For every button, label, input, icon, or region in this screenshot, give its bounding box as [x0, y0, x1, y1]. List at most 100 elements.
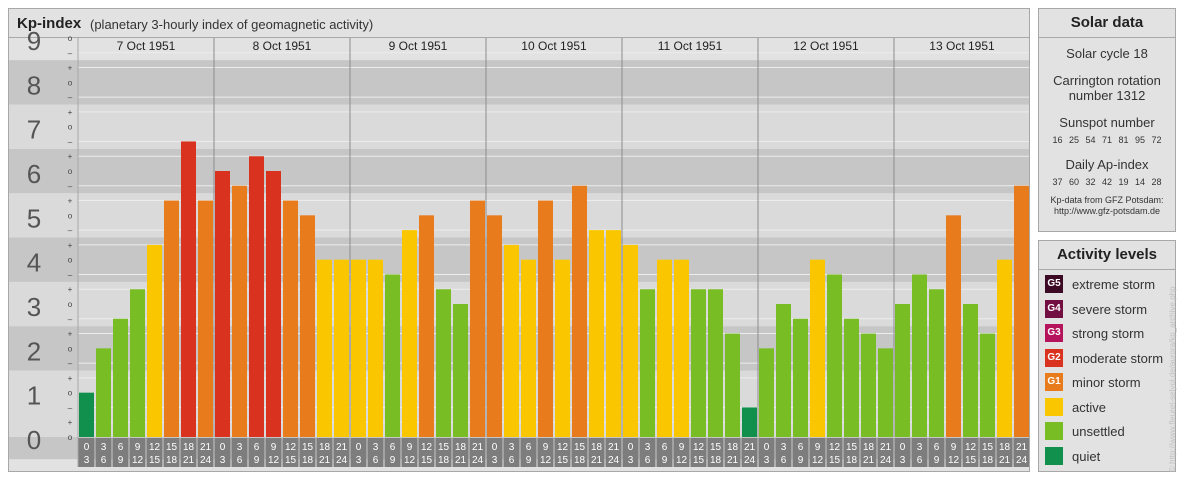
interval-end-label: 24 — [1016, 455, 1028, 466]
kp-bar — [878, 348, 893, 437]
interval-start-label: 12 — [149, 442, 161, 453]
kp-bar — [300, 215, 315, 437]
interval-end-label: 12 — [540, 455, 552, 466]
interval-box — [146, 438, 163, 467]
interval-start-label: 3 — [645, 442, 651, 453]
interval-end-label: 18 — [438, 455, 450, 466]
interval-end-label: 18 — [302, 455, 314, 466]
kp-bar — [912, 274, 927, 437]
interval-box — [265, 438, 282, 467]
interval-end-label: 3 — [220, 455, 226, 466]
kp-bar — [504, 244, 519, 437]
interval-box — [520, 438, 537, 467]
interval-box — [418, 438, 435, 467]
activity-level-label: moderate storm — [1072, 350, 1164, 366]
interval-start-label: 0 — [492, 442, 498, 453]
interval-box — [588, 438, 605, 467]
kp-bar — [708, 289, 723, 437]
source-line-2: http://www.gfz-potsdam.de — [1053, 206, 1161, 216]
minor-tick-symbol: – — [68, 403, 73, 412]
sunspot-values: 16 25 54 71 81 95 72 — [1052, 135, 1162, 145]
interval-start-label: 6 — [526, 442, 532, 453]
interval-start-label: 21 — [608, 442, 620, 453]
interval-start-label: 6 — [118, 442, 124, 453]
interval-start-label: 15 — [574, 442, 586, 453]
interval-start-label: 12 — [421, 442, 433, 453]
day-label-bg — [632, 39, 748, 52]
interval-end-label: 9 — [390, 455, 396, 466]
activity-level-item: G2 moderate storm — [1045, 348, 1175, 369]
activity-levels-heading: Activity levels — [1039, 241, 1175, 270]
activity-level-label: severe storm — [1072, 301, 1148, 317]
day-label: 10 Oct 1951 — [521, 39, 587, 53]
activity-level-item: quiet — [1045, 446, 1175, 467]
interval-start-label: 12 — [285, 442, 297, 453]
day-label-bg — [904, 39, 1020, 52]
activity-level-swatch — [1045, 422, 1063, 440]
interval-start-label: 15 — [846, 442, 858, 453]
kp-bar — [368, 259, 383, 437]
interval-start-label: 21 — [1016, 442, 1028, 453]
minor-tick-symbol: + — [68, 418, 73, 427]
interval-start-label: 0 — [356, 442, 362, 453]
interval-end-label: 12 — [676, 455, 688, 466]
kp-bar — [793, 318, 808, 437]
interval-box — [486, 438, 503, 467]
interval-end-label: 15 — [829, 455, 841, 466]
interval-start-label: 6 — [390, 442, 396, 453]
interval-start-label: 0 — [220, 442, 226, 453]
kp-chart-panel: Kp-index (planetary 3-hourly index of ge… — [8, 8, 1030, 472]
interval-end-label: 3 — [628, 455, 634, 466]
interval-start-label: 12 — [965, 442, 977, 453]
minor-tick-symbol: + — [68, 64, 73, 73]
minor-tick-symbol: – — [68, 93, 73, 102]
interval-end-label: 9 — [798, 455, 804, 466]
interval-box — [792, 438, 809, 467]
interval-end-label: 24 — [336, 455, 348, 466]
interval-box — [503, 438, 520, 467]
day-label: 12 Oct 1951 — [793, 39, 859, 53]
day-label-bg — [496, 39, 612, 52]
interval-box — [622, 438, 639, 467]
activity-level-swatch: G2 — [1045, 348, 1063, 367]
chart-subtitle: (planetary 3-hourly index of geomagnetic… — [90, 17, 374, 32]
interval-end-label: 3 — [492, 455, 498, 466]
kp-bar — [215, 171, 230, 437]
kp-bar — [147, 244, 162, 437]
interval-end-label: 24 — [744, 455, 756, 466]
interval-end-label: 6 — [101, 455, 107, 466]
minor-tick-symbol: – — [68, 137, 73, 146]
kp-bar — [997, 259, 1012, 437]
minor-tick-symbol: o — [68, 344, 73, 353]
activity-level-label: active — [1072, 399, 1106, 415]
interval-box — [605, 438, 622, 467]
activity-level-item: unsettled — [1045, 422, 1175, 442]
interval-box — [894, 438, 911, 467]
interval-box — [469, 438, 486, 467]
interval-box — [350, 438, 367, 467]
activity-level-item: G4 severe storm — [1045, 299, 1175, 320]
day-label: 9 Oct 1951 — [389, 39, 448, 53]
interval-end-label: 6 — [509, 455, 515, 466]
interval-box — [401, 438, 418, 467]
y-label-band — [9, 104, 78, 149]
y-label-band — [9, 281, 78, 327]
interval-start-label: 3 — [237, 442, 243, 453]
interval-start-label: 3 — [509, 442, 515, 453]
interval-end-label: 12 — [268, 455, 280, 466]
solar-data-panel: Solar data Solar cycle 18 Carrington rot… — [1038, 8, 1176, 232]
interval-start-label: 15 — [166, 442, 178, 453]
interval-start-label: 0 — [84, 442, 90, 453]
interval-end-label: 21 — [727, 455, 739, 466]
kp-bar — [691, 289, 706, 437]
kp-bar — [79, 392, 94, 437]
interval-start-label: 15 — [438, 442, 450, 453]
interval-start-label: 12 — [829, 442, 841, 453]
kp-bar — [674, 259, 689, 437]
kp-bar — [725, 333, 740, 437]
minor-tick-symbol: – — [68, 182, 73, 191]
interval-start-label: 0 — [628, 442, 634, 453]
minor-tick-symbol: o — [68, 78, 73, 87]
interval-box — [690, 438, 707, 467]
kp-bar — [538, 200, 553, 437]
